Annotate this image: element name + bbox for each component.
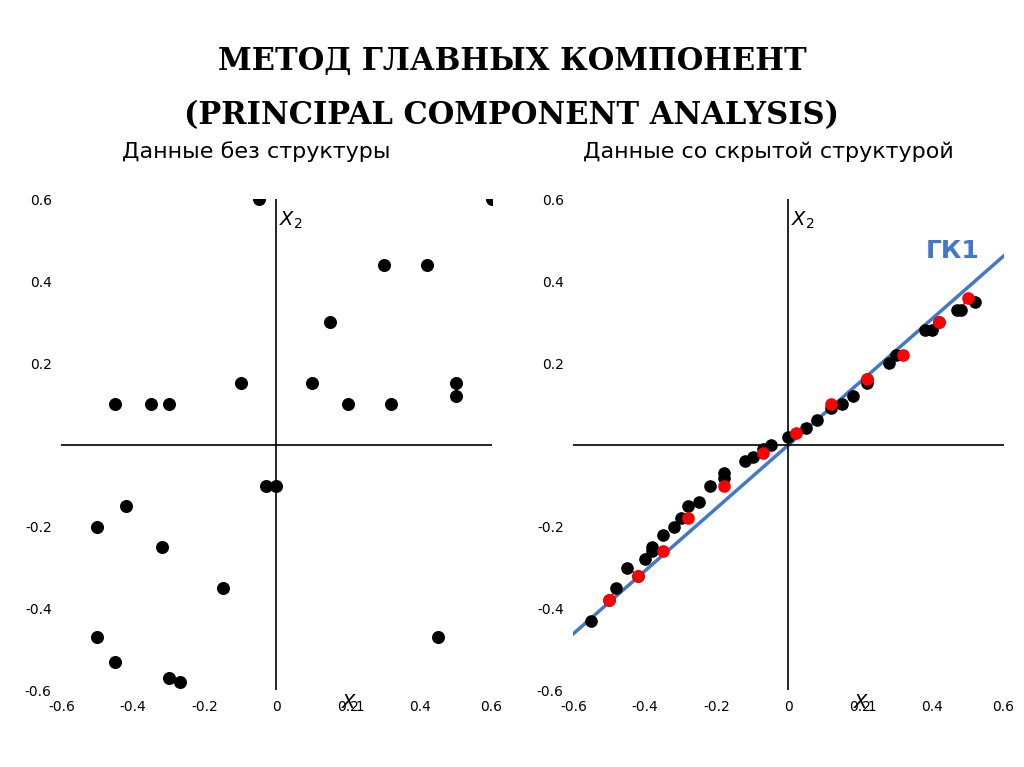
Point [756, 447, 772, 459]
Point [161, 398, 177, 410]
Point [690, 496, 707, 509]
Point [916, 324, 933, 337]
Point [304, 377, 321, 390]
Point [823, 398, 840, 410]
Point [322, 316, 338, 328]
Point [680, 512, 696, 525]
Point [268, 479, 285, 492]
Point [644, 545, 660, 558]
Point [716, 467, 732, 479]
Point [419, 258, 435, 271]
Point [881, 357, 897, 369]
Point [680, 500, 696, 512]
Point [948, 304, 965, 316]
Point [383, 398, 399, 410]
Point [215, 582, 231, 594]
Point [859, 374, 876, 386]
Point [608, 582, 625, 594]
Point [447, 390, 464, 402]
Point [762, 439, 779, 451]
Point [232, 377, 249, 390]
Point [809, 414, 825, 426]
Point [584, 614, 600, 627]
Point [959, 291, 976, 304]
Point [967, 295, 983, 308]
Point [118, 500, 134, 512]
Point [931, 316, 947, 328]
Text: Данные без структуры: Данные без структуры [122, 141, 390, 162]
Point [756, 443, 772, 455]
Point [701, 479, 718, 492]
Point [673, 512, 689, 525]
Point [618, 561, 635, 574]
Point [655, 545, 672, 558]
Point [108, 656, 124, 668]
Text: $X_2$: $X_2$ [791, 209, 814, 231]
Point [716, 479, 732, 492]
Point [172, 676, 188, 688]
Text: $X_1$: $X_1$ [341, 693, 365, 714]
Point [601, 594, 617, 607]
Point [834, 398, 850, 410]
Text: (PRINCIPAL COMPONENT ANALYSIS): (PRINCIPAL COMPONENT ANALYSIS) [184, 100, 840, 130]
Point [89, 631, 105, 644]
Point [924, 324, 940, 337]
Point [154, 541, 170, 553]
Text: МЕТОД ГЛАВНЫХ КОМПОНЕНТ: МЕТОД ГЛАВНЫХ КОМПОНЕНТ [218, 46, 806, 77]
Point [931, 316, 947, 328]
Text: ГК1: ГК1 [926, 239, 980, 262]
Point [859, 374, 876, 386]
Point [89, 521, 105, 533]
Text: $X_1$: $X_1$ [853, 693, 877, 714]
Point [823, 402, 840, 414]
Point [787, 426, 804, 439]
Point [637, 553, 653, 565]
Point [716, 472, 732, 484]
Point [601, 594, 617, 607]
Text: $X_2$: $X_2$ [279, 209, 302, 231]
Point [845, 390, 861, 402]
Point [630, 570, 646, 582]
Point [161, 672, 177, 684]
Point [655, 528, 672, 541]
Point [644, 541, 660, 553]
Point [630, 570, 646, 582]
Point [952, 304, 969, 316]
Point [376, 258, 392, 271]
Point [744, 451, 761, 463]
Point [888, 349, 904, 361]
Point [799, 423, 815, 435]
Point [250, 193, 266, 206]
Text: Данные со скрытой структурой: Данные со скрытой структурой [583, 141, 953, 162]
Point [340, 398, 356, 410]
Point [447, 377, 464, 390]
Point [895, 349, 911, 361]
Point [430, 631, 446, 644]
Point [483, 193, 500, 206]
Point [143, 398, 160, 410]
Point [737, 455, 754, 467]
Point [780, 430, 797, 443]
Point [108, 398, 124, 410]
Point [258, 479, 274, 492]
Point [666, 521, 682, 533]
Point [859, 377, 876, 390]
